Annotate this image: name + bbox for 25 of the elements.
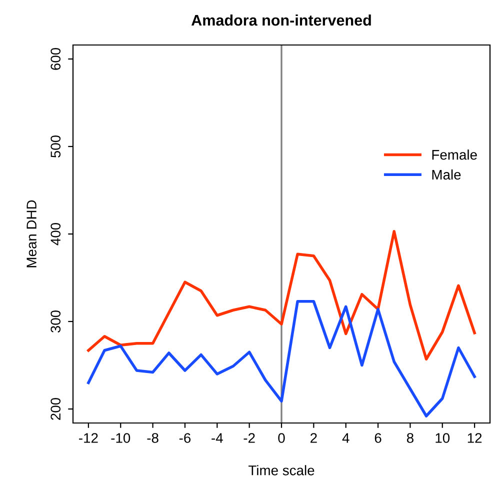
y-tick-label: 400 — [50, 222, 61, 246]
x-tick-label: 6 — [374, 433, 382, 443]
x-tick-label: 2 — [310, 433, 317, 443]
x-axis-title: Time scale — [248, 465, 314, 476]
x-tick-label: 10 — [436, 433, 450, 443]
chart-title: Amadora non-intervened — [191, 14, 371, 26]
x-tick-label: 4 — [342, 433, 350, 443]
x-tick-label: -4 — [212, 433, 223, 443]
x-tick-label: -10 — [111, 433, 130, 443]
x-tick-label: 8 — [406, 433, 414, 443]
x-tick-label: -2 — [244, 433, 255, 443]
x-tick-label: 12 — [468, 433, 482, 443]
line-series — [87, 230, 476, 361]
x-tick-label: 0 — [278, 433, 285, 443]
y-tick-label: 600 — [50, 48, 61, 70]
x-tick-label: -8 — [147, 433, 158, 443]
y-axis-title: Mean DHD — [26, 200, 36, 268]
x-tick-label: -6 — [179, 433, 191, 443]
y-tick-label: 200 — [50, 398, 61, 420]
legend-label: Female — [432, 150, 477, 160]
y-tick-label: 500 — [50, 135, 61, 158]
x-tick-label: -12 — [79, 433, 98, 443]
line-series — [87, 300, 476, 418]
legend-label: Male — [432, 169, 461, 180]
y-tick-label: 300 — [50, 310, 61, 333]
